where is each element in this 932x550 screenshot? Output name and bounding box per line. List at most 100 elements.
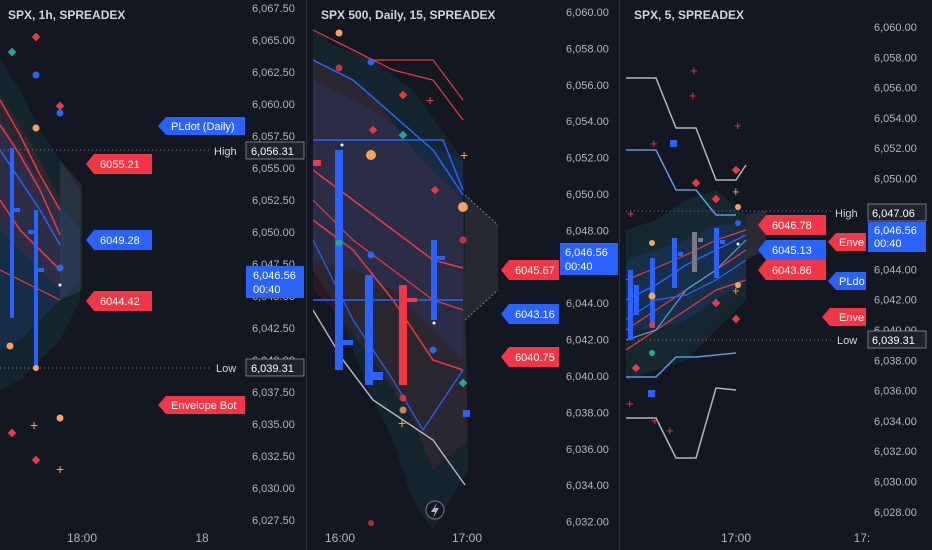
svg-text:+: + (732, 283, 740, 298)
low-label: Low 6,039.31 (212, 358, 305, 377)
chart-panel-1h[interactable]: + + 6,067.50 6,065.00 6,062.50 6,060.00 6,05… (0, 0, 306, 550)
panel-separator[interactable] (306, 0, 307, 550)
x-tick-label: 18:00 (67, 531, 97, 545)
level-2-text: 6049.28 (100, 235, 140, 247)
level-2-text: 6043.16 (515, 309, 555, 321)
svg-text:+: + (732, 184, 740, 199)
level-3-text: 6040.75 (515, 352, 555, 364)
chart-panel-daily-15[interactable]: + + + 6,060.00 6,058.00 6,056.00 6,054.00 6,… (313, 0, 619, 550)
level-3-text: 6043.86 (772, 265, 812, 277)
y-tick-label: 6,057.50 (252, 131, 295, 143)
y-tick-label: 6,062.50 (252, 67, 295, 79)
level-1-text: 6046.78 (772, 220, 812, 232)
y-tick-label: 6,054.00 (566, 116, 609, 128)
last-price-label: 6,046.56 00:40 (246, 266, 304, 298)
level-3-text: 6044.42 (100, 296, 140, 308)
y-tick-label: 6,032.00 (566, 517, 609, 529)
low-value: 6,039.31 (872, 335, 915, 347)
y-tick-label: 6,050.00 (252, 227, 295, 239)
level-2-text: 6045.13 (772, 245, 812, 257)
y-tick-label: 6,036.00 (874, 386, 917, 398)
panel-separator[interactable] (619, 0, 620, 550)
last-price-text: 6,046.56 (874, 225, 917, 237)
y-tick-label: 6,050.00 (874, 174, 917, 186)
x-tick-label: 17:00 (721, 531, 751, 545)
last-price-text: 6,046.56 (253, 270, 296, 282)
high-value: 6,056.31 (251, 146, 294, 158)
level-label-2: 6045.13 (758, 240, 826, 260)
last-price-time: 00:40 (253, 284, 281, 296)
svg-text:+: + (30, 417, 38, 433)
level-label-3: 6040.75 (501, 347, 559, 367)
y-tick-label: 6,044.00 (566, 298, 609, 310)
y-tick-label: 6,035.00 (252, 419, 295, 431)
level-label-3: 6043.86 (758, 260, 826, 280)
y-tick-label: 6,060.00 (252, 99, 295, 111)
level-1-text: 6045.67 (515, 265, 555, 277)
level-label-2: 6049.28 (86, 230, 152, 250)
y-tick-label: 6,067.50 (252, 3, 295, 15)
high-text: High (214, 146, 237, 158)
y-tick-label: 6,052.00 (874, 143, 917, 155)
y-tick-label: 6,065.00 (252, 35, 295, 47)
chart-canvas-1h[interactable]: + + 6,067.50 6,065.00 6,062.50 6,060.00 6,05… (0, 0, 306, 550)
pldot-text: PLdo (839, 276, 865, 288)
pldot-daily-text: PLdot (Daily) (171, 121, 235, 133)
y-tick-label: 6,056.00 (874, 83, 917, 95)
y-tick-label: 6,034.00 (566, 480, 609, 492)
envelope-text-2: Enve (839, 312, 864, 324)
x-tick-label: 16:00 (325, 531, 355, 545)
svg-text:+: + (398, 415, 406, 431)
envelope-text: Enve (839, 237, 864, 249)
y-tick-label: 6,030.00 (874, 477, 917, 489)
y-tick-label: 6,027.50 (252, 515, 295, 527)
last-price-label: 6,046.56 00:40 (560, 243, 618, 275)
last-price-time: 00:40 (565, 261, 593, 273)
pldot-label: PLdo (828, 272, 866, 290)
svg-text:+: + (56, 461, 64, 477)
y-tick-label: 6,042.00 (566, 335, 609, 347)
chart-canvas-daily-15[interactable]: + + + 6,060.00 6,058.00 6,056.00 6,054.00 6,… (313, 0, 619, 550)
y-tick-label: 6,034.00 (874, 416, 917, 428)
y-tick-label: 6,042.50 (252, 323, 295, 335)
svg-text:+: + (460, 147, 468, 163)
high-label: High 6,056.31 (212, 141, 305, 160)
x-tick-label: 17:00 (452, 531, 482, 545)
chart-title-5m: SPX, 5, SPREADEX (634, 8, 745, 22)
envelope-label-2: Enve (822, 308, 866, 326)
y-tick-label: 6,048.00 (566, 225, 609, 237)
y-tick-label: 6,058.00 (566, 43, 609, 55)
x-tick-label: 17: (854, 531, 871, 545)
x-tick-label: 18 (195, 531, 209, 545)
y-tick-label: 6,054.00 (874, 113, 917, 125)
last-price-time: 00:40 (874, 238, 902, 250)
svg-text:+: + (666, 423, 674, 438)
envelope-bottom-text: Envelope Bot (171, 400, 236, 412)
chart-canvas-5m[interactable]: + + + + + + + + + + 6,060.00 6,058.00 6,05… (626, 0, 932, 550)
y-tick-label: 6,032.00 (874, 446, 917, 458)
chart-title-daily-15: SPX 500, Daily, 15, SPREADEX (321, 8, 496, 22)
y-tick-label: 6,040.00 (566, 371, 609, 383)
level-label-3: 6044.42 (86, 291, 152, 311)
envelope-bottom-label: Envelope Bot (158, 396, 245, 414)
y-tick-label: 6,042.00 (874, 295, 917, 307)
chart-title-1h: SPX, 1h, SPREADEX (8, 8, 126, 22)
pldot-daily-label: PLdot (Daily) (158, 117, 245, 135)
y-tick-label: 6,038.00 (874, 355, 917, 367)
y-tick-label: 6,028.00 (874, 507, 917, 519)
svg-text:+: + (689, 88, 697, 103)
y-tick-label: 6,052.00 (566, 153, 609, 165)
high-label: High 6,047.06 (831, 203, 927, 222)
svg-text:+: + (627, 206, 635, 221)
svg-text:+: + (690, 63, 698, 78)
chart-panel-5m[interactable]: + + + + + + + + + + 6,060.00 6,058.00 6,05… (626, 0, 932, 550)
lightning-icon[interactable] (425, 500, 445, 520)
y-tick-label: 6,044.00 (874, 264, 917, 276)
svg-text:+: + (734, 118, 742, 133)
y-tick-label: 6,038.00 (566, 407, 609, 419)
y-tick-label: 6,037.50 (252, 387, 295, 399)
last-price-label: 6,046.56 00:40 (868, 222, 926, 252)
high-text: High (835, 208, 858, 220)
y-tick-label: 6,052.50 (252, 195, 295, 207)
low-label: Low 6,039.31 (831, 330, 927, 349)
